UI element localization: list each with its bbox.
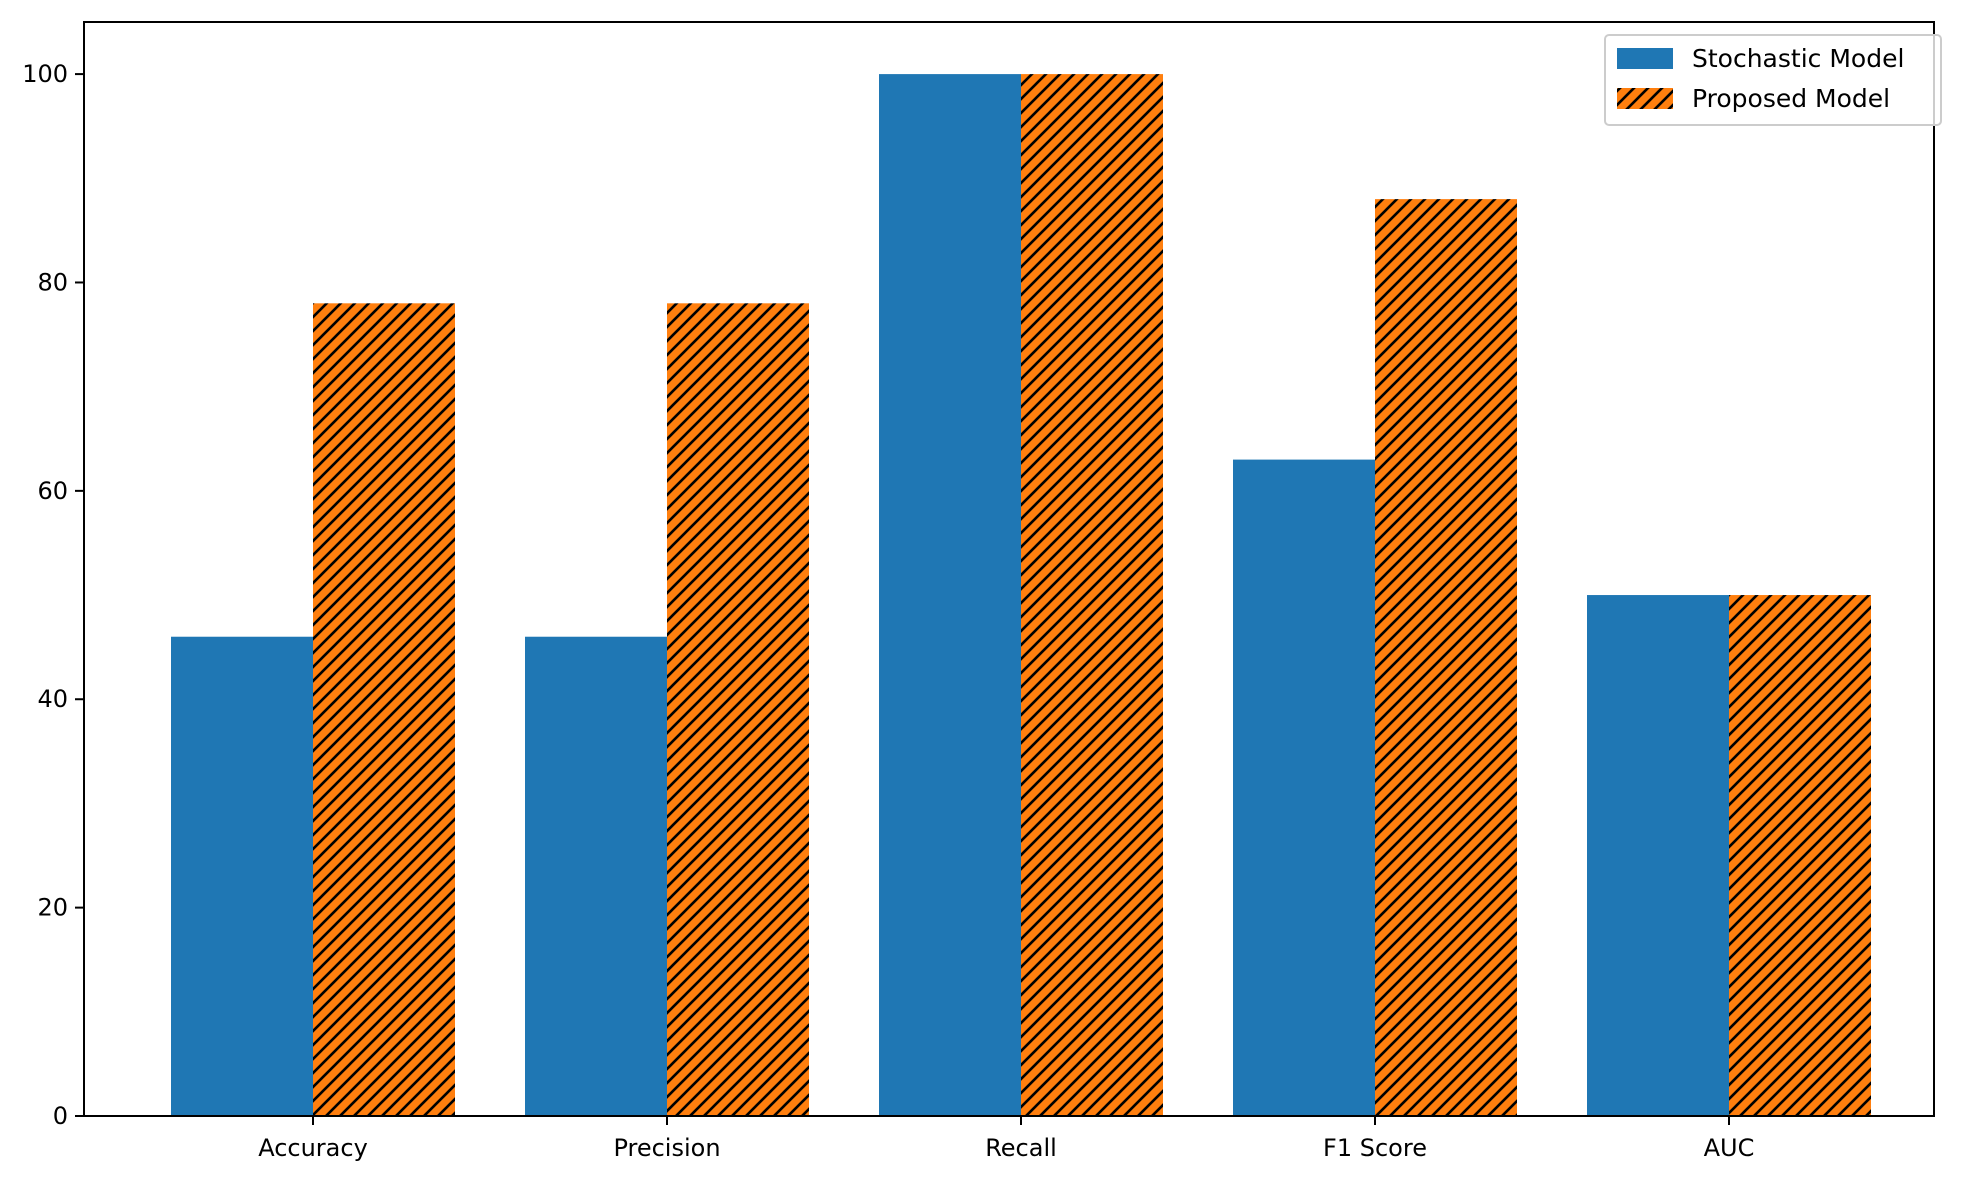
- legend: Stochastic Model Proposed Model: [1604, 34, 1942, 126]
- legend-swatch: [1617, 88, 1673, 109]
- x-tick-label: Accuracy: [258, 1134, 368, 1162]
- y-tick-label: 20: [37, 894, 68, 922]
- bar-proposed-f1-score: [1375, 199, 1517, 1117]
- bar-proposed-precision: [667, 303, 809, 1116]
- y-tick-label: 40: [37, 685, 68, 713]
- bar-proposed-recall: [1021, 74, 1163, 1117]
- y-tick-label: 80: [37, 268, 68, 296]
- bar-stochastic-f1-score: [1233, 459, 1375, 1117]
- x-tick-label: F1 Score: [1323, 1134, 1427, 1162]
- y-tick-label: 60: [37, 477, 68, 505]
- ticks-layer: 0 20 40 60 80 100 Accuracy Precision Recall F1 Sc…: [22, 60, 1754, 1162]
- bar-stochastic-auc: [1587, 595, 1729, 1116]
- y-tick-label: 100: [22, 60, 68, 88]
- bar-proposed-auc: [1729, 595, 1871, 1116]
- bar-proposed-accuracy: [313, 303, 455, 1116]
- legend-box: [1604, 34, 1942, 126]
- bar-stochastic-precision: [525, 636, 667, 1116]
- plot-frame: [83, 21, 1935, 1117]
- x-tick-label: Recall: [985, 1134, 1057, 1162]
- legend-label: Proposed Model: [1692, 84, 1890, 113]
- x-tick-label: Precision: [613, 1134, 720, 1162]
- x-tick-label: AUC: [1704, 1134, 1755, 1162]
- y-tick-label: 0: [53, 1102, 68, 1130]
- axes-layer: [83, 21, 1935, 1117]
- legend-swatch: [1617, 48, 1673, 69]
- bar-stochastic-recall: [879, 74, 1021, 1117]
- bar-stochastic-accuracy: [171, 636, 313, 1116]
- bars-layer: [171, 74, 1871, 1117]
- legend-label: Stochastic Model: [1692, 44, 1904, 73]
